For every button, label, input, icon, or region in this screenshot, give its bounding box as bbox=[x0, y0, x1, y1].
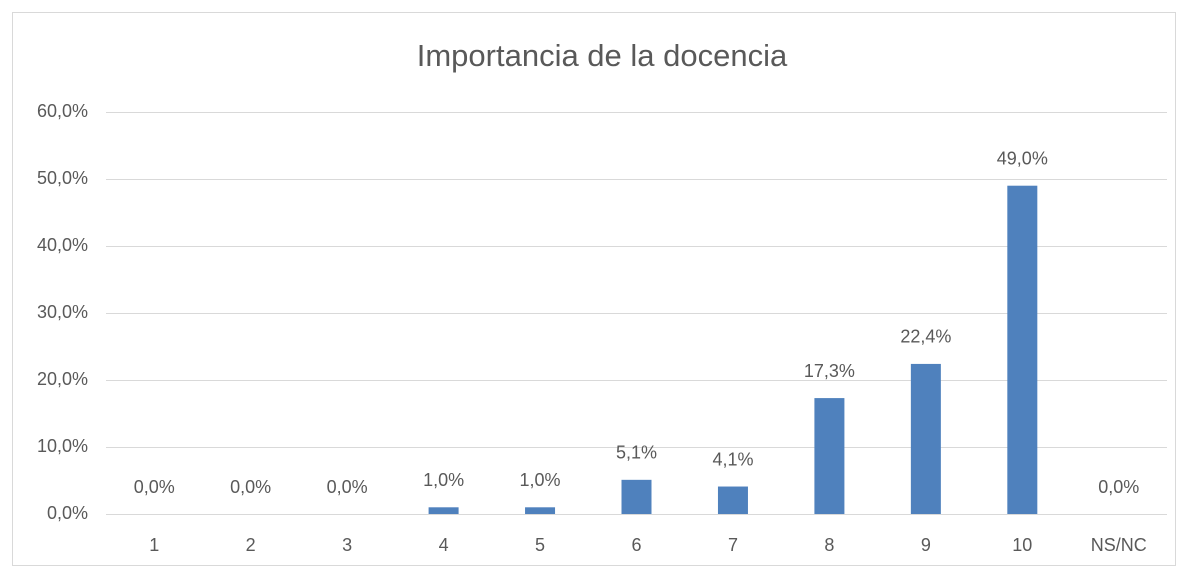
y-tick-label: 10,0% bbox=[37, 436, 88, 456]
data-label: 4,1% bbox=[712, 449, 753, 469]
x-tick-label: NS/NC bbox=[1091, 535, 1147, 555]
x-tick-label: 10 bbox=[1012, 535, 1032, 555]
x-tick-label: 6 bbox=[631, 535, 641, 555]
y-tick-label: 30,0% bbox=[37, 302, 88, 322]
chart-border bbox=[12, 12, 1176, 566]
x-tick-label: 9 bbox=[921, 535, 931, 555]
chart-title: Importancia de la docencia bbox=[417, 38, 788, 73]
bar bbox=[717, 486, 748, 514]
x-tick-label: 7 bbox=[728, 535, 738, 555]
data-label: 1,0% bbox=[520, 470, 561, 490]
x-tick-label: 3 bbox=[342, 535, 352, 555]
data-label: 0,0% bbox=[327, 477, 368, 497]
y-tick-label: 60,0% bbox=[37, 101, 88, 121]
x-tick-label: 4 bbox=[439, 535, 449, 555]
y-tick-label: 20,0% bbox=[37, 369, 88, 389]
data-label: 22,4% bbox=[900, 327, 951, 347]
x-tick-label: 8 bbox=[824, 535, 834, 555]
y-tick-label: 40,0% bbox=[37, 235, 88, 255]
data-label: 17,3% bbox=[804, 361, 855, 381]
x-tick-label: 1 bbox=[149, 535, 159, 555]
bar bbox=[428, 507, 459, 514]
y-tick-label: 50,0% bbox=[37, 168, 88, 188]
data-label: 0,0% bbox=[1098, 477, 1139, 497]
x-tick-label: 5 bbox=[535, 535, 545, 555]
bar bbox=[525, 507, 556, 514]
bar bbox=[621, 479, 652, 514]
data-label: 5,1% bbox=[616, 443, 657, 463]
y-tick-label: 0,0% bbox=[47, 503, 88, 523]
data-label: 0,0% bbox=[134, 477, 175, 497]
bar bbox=[814, 398, 845, 514]
data-label: 49,0% bbox=[997, 148, 1048, 168]
data-label: 0,0% bbox=[230, 477, 271, 497]
bar bbox=[1007, 185, 1038, 514]
data-label: 1,0% bbox=[423, 470, 464, 490]
bar bbox=[910, 363, 941, 514]
x-tick-label: 2 bbox=[246, 535, 256, 555]
